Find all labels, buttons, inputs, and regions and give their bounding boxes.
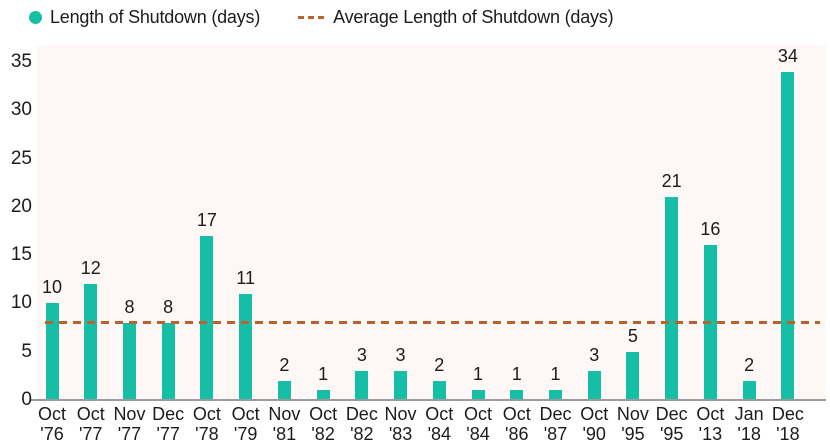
bar-dec--82	[355, 371, 369, 400]
y-tick-label: 15	[10, 244, 32, 266]
bar-value-label: 8	[163, 296, 174, 317]
bar-dec--95	[665, 197, 679, 400]
bar-oct--82	[316, 390, 330, 400]
bar-value-label: 8	[124, 296, 135, 317]
bar-value-label: 12	[80, 258, 101, 279]
bar-dec--87	[548, 390, 562, 400]
x-tick-label: Dec '95	[655, 404, 688, 444]
legend-dot-icon	[29, 11, 42, 24]
bar-value-label: 2	[279, 354, 290, 375]
bar-value-label: 1	[473, 364, 484, 385]
plot-area: 10 12 8 8 17 11 2 1 3 3 2 1 1 1 3 5 21 16 2 34	[37, 45, 826, 400]
y-tick-label: 10	[10, 292, 32, 314]
bar-oct--90	[587, 371, 601, 400]
bar-value-label: 5	[627, 325, 638, 346]
bar-jan--18	[742, 380, 756, 400]
bar-value-label: 1	[318, 364, 329, 385]
x-tick-label: Oct '77	[76, 404, 105, 444]
legend-item-shutdown-length: Length of Shutdown (days)	[29, 7, 260, 28]
bar-nov--95	[626, 351, 640, 400]
bar-value-label: 3	[589, 345, 600, 366]
y-tick-label: 0	[21, 389, 32, 410]
bar-value-label: 1	[511, 364, 522, 385]
x-tick-label: Oct '84	[425, 404, 454, 444]
x-tick-label: Oct '84	[464, 404, 493, 444]
bar-oct--78	[200, 235, 214, 400]
x-axis-line	[30, 399, 826, 401]
bar-dec--77	[161, 322, 175, 400]
bar-value-label: 3	[395, 345, 406, 366]
bar-nov--77	[122, 322, 136, 400]
bar-nov--83	[394, 371, 408, 400]
legend-dash-icon	[298, 16, 326, 19]
x-tick-label: Oct '13	[696, 404, 725, 444]
average-line	[45, 320, 820, 324]
x-tick-label: Oct '79	[231, 404, 260, 444]
x-tick-label: Jan '18	[734, 404, 764, 444]
bar-value-label: 16	[700, 219, 721, 240]
x-tick-label: Oct '82	[309, 404, 338, 444]
legend-item-average: Average Length of Shutdown (days)	[298, 7, 614, 28]
bar-value-label: 21	[661, 171, 682, 192]
legend-label-average: Average Length of Shutdown (days)	[333, 7, 614, 27]
bar-value-label: 34	[777, 45, 798, 66]
bar-value-label: 11	[236, 267, 255, 288]
bar-oct--76	[45, 303, 59, 400]
y-tick-label: 20	[10, 195, 32, 217]
y-tick-label: 35	[10, 50, 32, 72]
bar-value-label: 17	[196, 209, 217, 230]
bar-value-label: 1	[550, 364, 561, 385]
x-tick-label: Dec '18	[771, 404, 804, 444]
x-tick-label: Nov '95	[616, 404, 649, 444]
legend: Length of Shutdown (days) Average Length…	[29, 7, 614, 28]
y-tick-label: 5	[21, 340, 32, 362]
y-tick-label: 25	[10, 147, 32, 169]
x-tick-label: Dec '87	[539, 404, 572, 444]
bar-oct--79	[239, 293, 253, 400]
bar-dec--18	[781, 71, 795, 400]
bar-oct--84	[471, 390, 485, 400]
y-tick-label: 30	[10, 99, 32, 121]
bar-value-label: 3	[356, 345, 367, 366]
x-tick-label: Oct '76	[37, 404, 66, 444]
bar-value-label: 10	[41, 277, 63, 298]
bar-value-label: 2	[434, 354, 445, 375]
legend-label-shutdown-length: Length of Shutdown (days)	[50, 7, 261, 27]
bar-oct--86	[510, 390, 524, 400]
bar-nov--81	[277, 380, 291, 400]
x-tick-label: Nov '83	[384, 404, 417, 444]
bar-oct--77	[84, 284, 98, 400]
x-tick-label: Nov '77	[113, 404, 146, 444]
x-tick-label: Nov '81	[268, 404, 301, 444]
x-tick-label: Oct '86	[502, 404, 531, 444]
x-tick-label: Dec '82	[345, 404, 378, 444]
x-tick-label: Oct '78	[192, 404, 221, 444]
x-tick-label: Oct '90	[580, 404, 609, 444]
x-tick-label: Dec '77	[152, 404, 185, 444]
bar-oct--84	[432, 380, 446, 400]
bar-value-label: 2	[744, 354, 755, 375]
